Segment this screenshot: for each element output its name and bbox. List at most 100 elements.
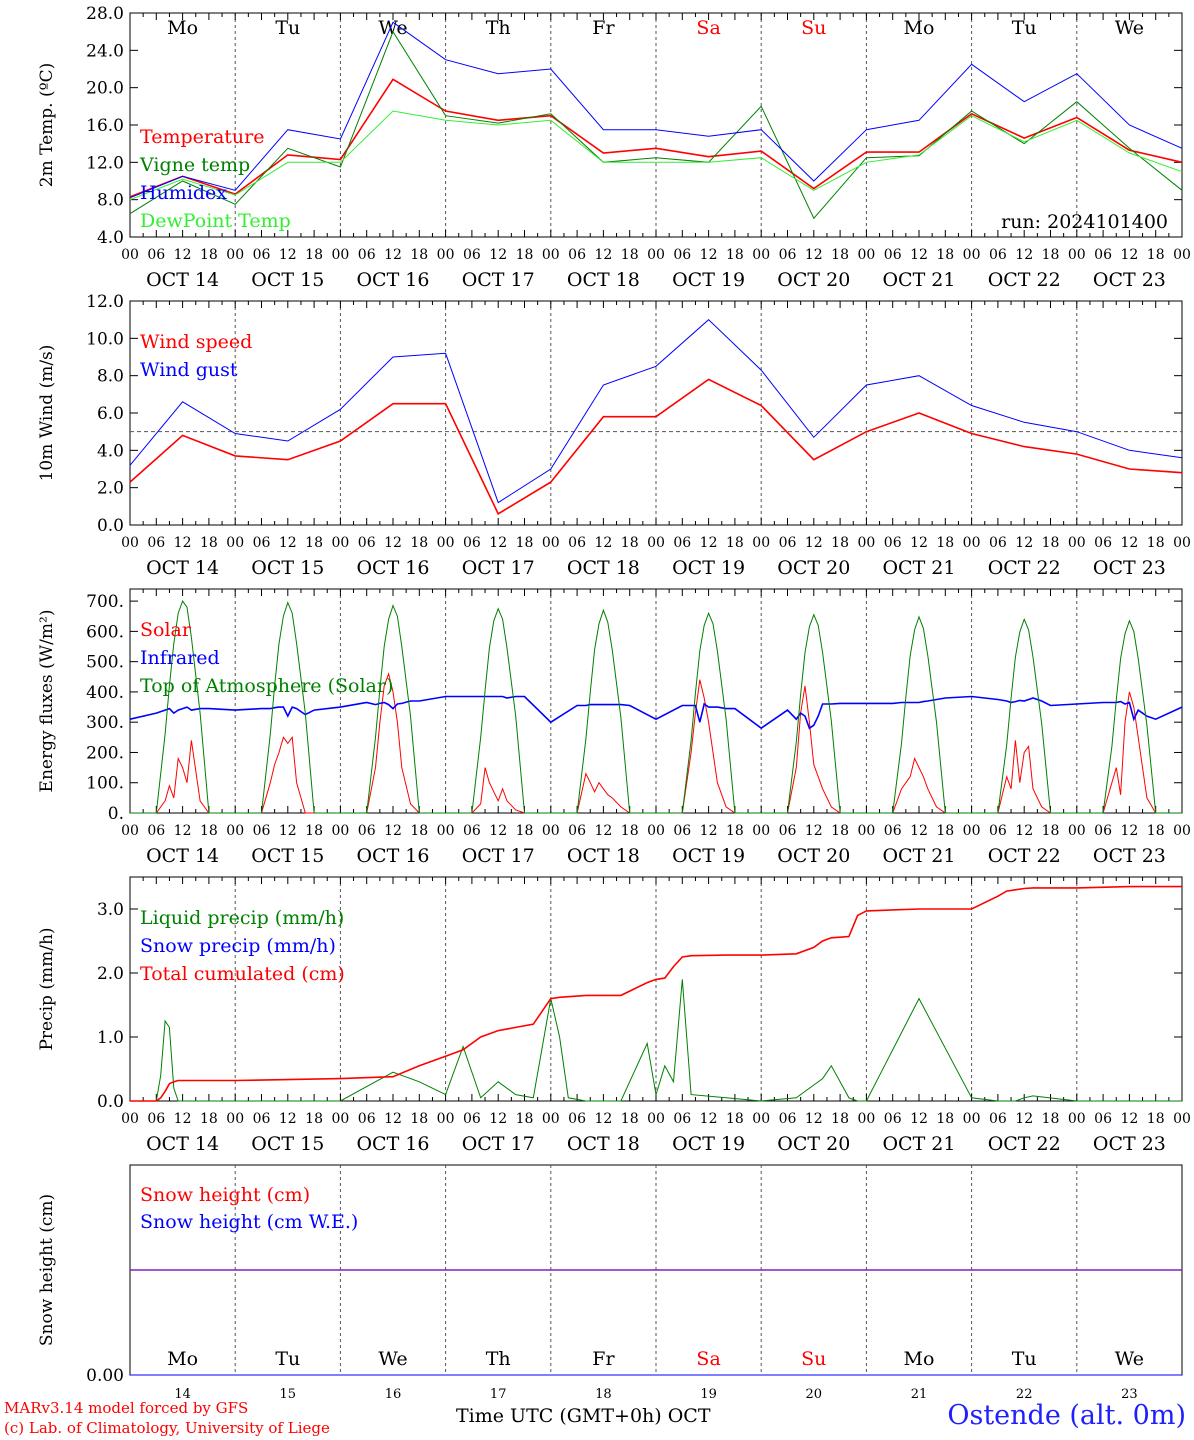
- y-tick-label: 400.: [86, 683, 124, 703]
- date-label: OCT 18: [567, 1133, 640, 1155]
- hour-tick-label: 00: [226, 823, 244, 839]
- hour-tick-label: 00: [752, 1111, 770, 1127]
- hour-tick-label: 18: [410, 535, 428, 551]
- hour-tick-label: 06: [779, 1111, 797, 1127]
- legend-entry: Infrared: [140, 647, 220, 669]
- legend-entry: Liquid precip (mm/h): [140, 907, 344, 929]
- legend-entry: Snow precip (mm/h): [140, 935, 336, 957]
- date-label: OCT 21: [882, 557, 955, 579]
- y-tick-label: 0.: [108, 804, 124, 824]
- y-tick-label: 2.0: [97, 479, 124, 499]
- hour-tick-label: 06: [989, 247, 1007, 263]
- hour-tick-label: 06: [463, 247, 481, 263]
- hour-tick-label: 06: [147, 823, 165, 839]
- hour-tick-label: 00: [963, 535, 981, 551]
- day-of-week-label: Mo: [167, 1348, 198, 1370]
- hour-tick-label: 12: [174, 823, 192, 839]
- day-of-week-label: Sa: [696, 17, 720, 39]
- y-tick-label: 200.: [86, 743, 124, 763]
- hour-tick-label: 18: [1042, 535, 1060, 551]
- hour-tick-label: 18: [200, 535, 218, 551]
- date-label: OCT 15: [251, 557, 324, 579]
- y-tick-label: 3.0: [97, 900, 124, 920]
- plot-frame-1: [129, 12, 1183, 238]
- y-tick-label: 28.0: [86, 4, 124, 24]
- hour-tick-label: 00: [857, 823, 875, 839]
- date-label: OCT 20: [777, 1133, 850, 1155]
- day-number-label: 18: [595, 1387, 612, 1402]
- hour-tick-label: 12: [805, 1111, 823, 1127]
- hour-tick-label: 18: [831, 1111, 849, 1127]
- hour-tick-label: 18: [516, 247, 534, 263]
- hour-tick-label: 00: [121, 823, 139, 839]
- y-axis-label: Energy fluxes (W/m²): [37, 610, 57, 793]
- hour-tick-label: 06: [568, 1111, 586, 1127]
- hour-tick-label: 12: [489, 1111, 507, 1127]
- y-tick-label: 4.0: [97, 228, 124, 248]
- legend-entry: Solar: [140, 619, 192, 641]
- hour-tick-label: 18: [305, 247, 323, 263]
- hour-tick-label: 00: [647, 247, 665, 263]
- hour-tick-label: 12: [910, 1111, 928, 1127]
- hour-tick-label: 12: [1120, 247, 1138, 263]
- hour-tick-label: 06: [1094, 1111, 1112, 1127]
- day-of-week-label: Mo: [167, 17, 198, 39]
- hour-tick-label: 06: [1094, 535, 1112, 551]
- date-label: OCT 18: [567, 845, 640, 867]
- date-label: OCT 15: [251, 269, 324, 291]
- hour-tick-label: 12: [279, 535, 297, 551]
- date-label: OCT 18: [567, 557, 640, 579]
- hour-tick-label: 12: [1015, 1111, 1033, 1127]
- hour-tick-label: 06: [568, 535, 586, 551]
- hour-tick-label: 00: [857, 535, 875, 551]
- day-of-week-label: Th: [486, 1348, 511, 1370]
- hour-tick-label: 18: [726, 1111, 744, 1127]
- y-tick-label: 12.0: [86, 153, 124, 173]
- hour-tick-label: 00: [542, 823, 560, 839]
- day-number-label: 22: [1016, 1387, 1033, 1402]
- y-tick-label: 600.: [86, 622, 124, 642]
- hour-tick-label: 18: [410, 247, 428, 263]
- hour-tick-label: 00: [647, 1111, 665, 1127]
- hour-tick-label: 12: [910, 247, 928, 263]
- hour-tick-label: 06: [147, 535, 165, 551]
- y-tick-label: 16.0: [86, 116, 124, 136]
- hour-tick-label: 18: [936, 247, 954, 263]
- series-line: [130, 979, 1182, 1102]
- hour-tick-label: 06: [147, 1111, 165, 1127]
- hour-tick-label: 18: [1147, 1111, 1165, 1127]
- hour-tick-label: 12: [594, 535, 612, 551]
- date-label: OCT 17: [462, 269, 535, 291]
- hour-tick-label: 12: [279, 1111, 297, 1127]
- hour-tick-label: 12: [174, 247, 192, 263]
- series-line: [129, 695, 1183, 730]
- hour-tick-label: 12: [1120, 1111, 1138, 1127]
- hour-tick-label: 06: [253, 823, 271, 839]
- legend-entry: Humidex: [140, 182, 227, 204]
- date-label: OCT 17: [462, 557, 535, 579]
- hour-tick-label: 12: [910, 823, 928, 839]
- date-label: OCT 22: [988, 269, 1061, 291]
- hour-tick-label: 00: [331, 823, 349, 839]
- hour-tick-label: 12: [594, 823, 612, 839]
- hour-tick-label: 18: [936, 1111, 954, 1127]
- hour-tick-label: 12: [384, 535, 402, 551]
- date-label: OCT 19: [672, 557, 745, 579]
- hour-tick-label: 06: [463, 823, 481, 839]
- hour-tick-label: 18: [305, 823, 323, 839]
- hour-tick-label: 06: [253, 247, 271, 263]
- date-label: OCT 21: [882, 1133, 955, 1155]
- day-of-week-label: Th: [486, 17, 511, 39]
- day-of-week-label: We: [1115, 1348, 1144, 1370]
- y-tick-label: 10.0: [86, 329, 124, 349]
- hour-tick-label: 18: [516, 823, 534, 839]
- date-label: OCT 23: [1093, 557, 1166, 579]
- day-of-week-label: Mo: [904, 1348, 935, 1370]
- series-line: [129, 30, 1183, 220]
- y-tick-label: 0.00: [86, 1366, 124, 1386]
- hour-tick-label: 18: [516, 535, 534, 551]
- legend-entry: Snow height (cm W.E.): [140, 1211, 358, 1233]
- y-tick-label: 300.: [86, 713, 124, 733]
- hour-tick-label: 12: [1120, 823, 1138, 839]
